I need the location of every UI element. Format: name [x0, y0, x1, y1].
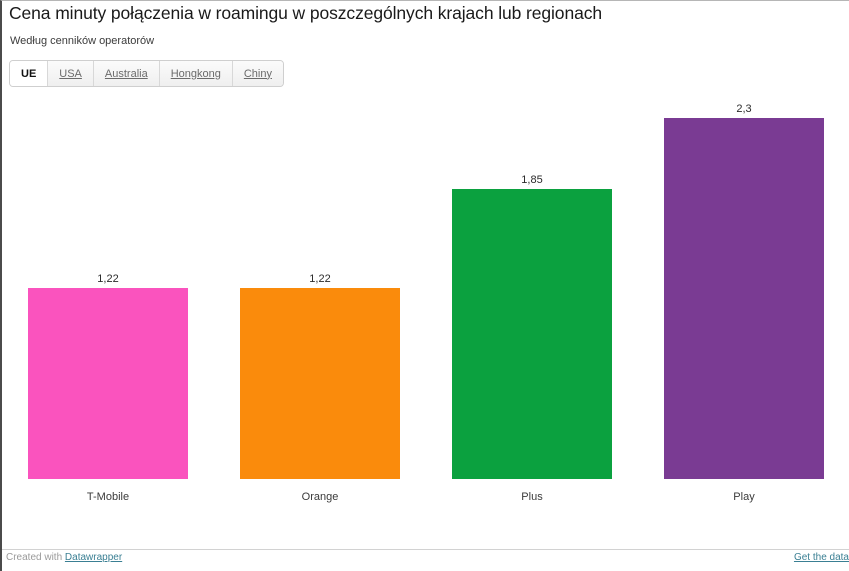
tab-ue-label: UE	[21, 67, 37, 80]
attribution: Created with Datawrapper	[6, 552, 122, 563]
x-axis-category-label: Plus	[521, 491, 543, 503]
bar[interactable]: 1,22	[28, 273, 188, 479]
x-axis-category-label: T-Mobile	[86, 491, 130, 503]
bar[interactable]: 2,3	[664, 103, 824, 479]
tab-ue[interactable]: UE	[10, 61, 49, 86]
chart-footer: Created with Datawrapper Get the data	[2, 549, 849, 571]
x-axis-category-label: Orange	[301, 491, 339, 503]
tab-australia-label: Australia	[104, 67, 148, 80]
get-the-data-link[interactable]: Get the data	[793, 552, 849, 563]
bar-group: 2,3 Play	[638, 96, 849, 521]
bar-value-label: 1,22	[309, 272, 331, 285]
bar-value-label: 2,3	[736, 103, 752, 115]
bar-group: 1,22 T-Mobile	[2, 96, 214, 521]
tab-chiny-label: Chiny	[243, 67, 272, 80]
x-axis-category-label: Play	[733, 491, 755, 503]
tab-australia[interactable]: Australia	[93, 61, 160, 86]
attribution-prefix: Created with	[6, 552, 63, 563]
bar-chart-plot: 1,22 T-Mobile 1,22 Orange 1,85 Plus 2,3 Play	[2, 96, 849, 521]
tab-usa-label: USA	[59, 67, 82, 80]
chart-subtitle: Według cenników operatorów	[10, 35, 155, 47]
bar-group: 1,85 Plus	[426, 96, 638, 521]
tab-usa[interactable]: USA	[48, 61, 94, 86]
tab-hongkong-label: Hongkong	[170, 67, 221, 80]
tab-hongkong[interactable]: Hongkong	[159, 61, 233, 86]
region-tab-bar: UE USA Australia Hongkong Chiny	[9, 60, 284, 87]
bar-group: 1,22 Orange	[214, 96, 426, 521]
tab-chiny[interactable]: Chiny	[232, 61, 283, 86]
datawrapper-link[interactable]: Datawrapper	[64, 552, 123, 563]
page-title: Cena minuty połączenia w roamingu w posz…	[9, 3, 602, 23]
bar-value-label: 1,85	[521, 173, 543, 186]
bar-value-label: 1,22	[97, 272, 119, 285]
get-data: Get the data	[794, 552, 849, 563]
bar[interactable]: 1,85	[452, 174, 612, 479]
bar[interactable]: 1,22	[240, 273, 400, 479]
